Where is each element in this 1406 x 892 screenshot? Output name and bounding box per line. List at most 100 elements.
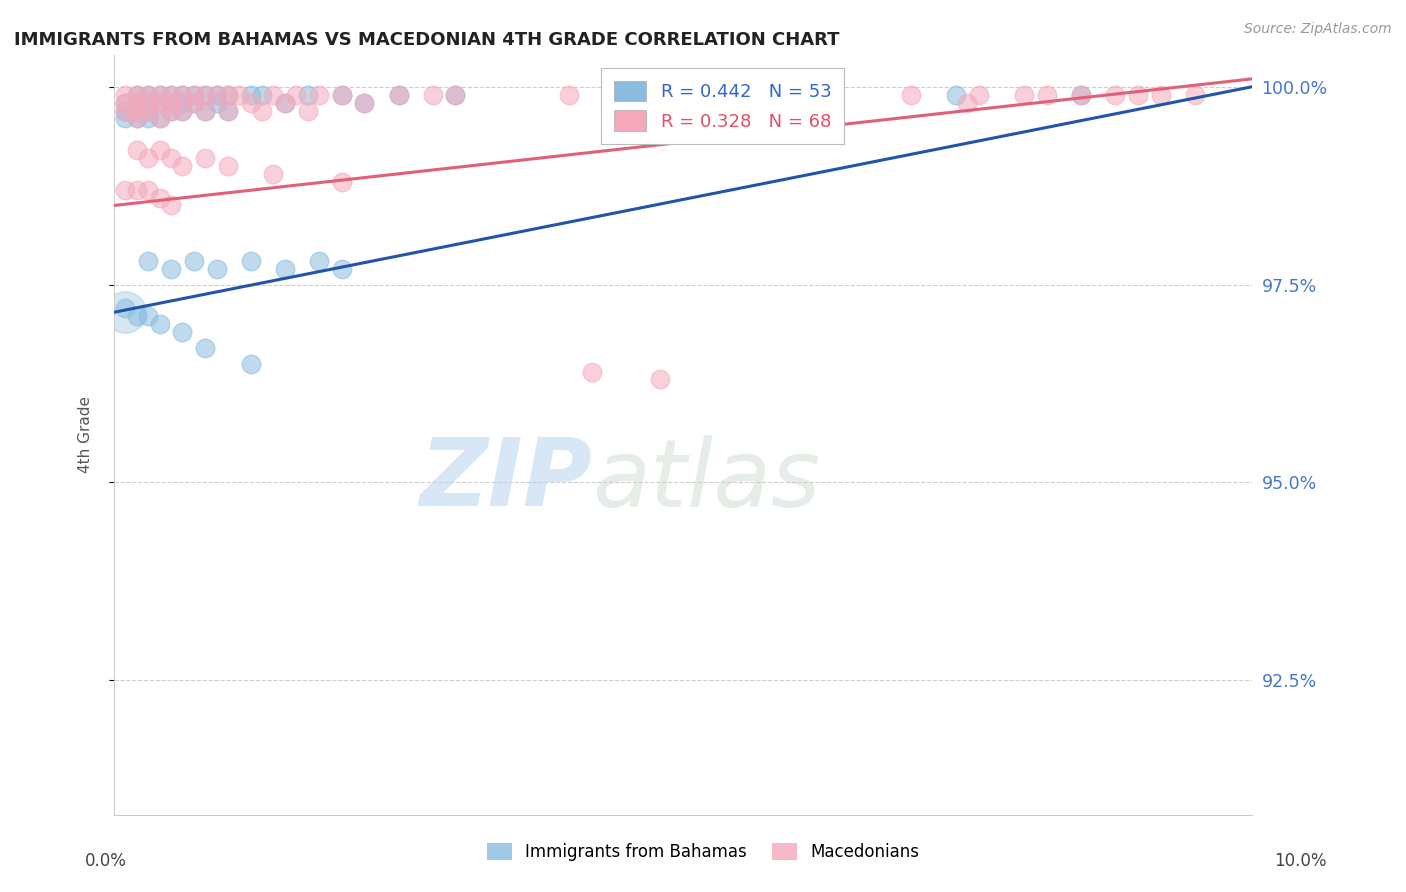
Point <box>125 103 148 118</box>
Point <box>353 95 375 110</box>
Point <box>114 95 136 110</box>
Y-axis label: 4th Grade: 4th Grade <box>79 396 93 474</box>
Point <box>330 261 353 276</box>
Point <box>136 103 159 118</box>
Point <box>183 95 205 110</box>
Point <box>160 95 183 110</box>
Point <box>125 95 148 110</box>
Point <box>581 365 603 379</box>
Point <box>217 87 239 102</box>
Point <box>967 87 990 102</box>
Point <box>125 103 148 118</box>
Point <box>945 87 967 102</box>
Point <box>205 87 228 102</box>
Point <box>125 309 148 323</box>
Point <box>136 87 159 102</box>
Point <box>205 95 228 110</box>
Point <box>956 95 979 110</box>
Point <box>1014 87 1036 102</box>
Point <box>125 143 148 157</box>
Point <box>1104 87 1126 102</box>
Point <box>1126 87 1149 102</box>
Text: Source: ZipAtlas.com: Source: ZipAtlas.com <box>1244 22 1392 37</box>
Point <box>160 261 183 276</box>
Point <box>250 103 273 118</box>
Point <box>149 190 172 204</box>
Point <box>125 183 148 197</box>
Point <box>194 87 217 102</box>
Point <box>125 112 148 126</box>
Point <box>650 372 672 386</box>
Point <box>149 143 172 157</box>
Point <box>149 112 172 126</box>
Point <box>114 87 136 102</box>
Point <box>114 103 136 118</box>
Point <box>262 87 284 102</box>
Point <box>194 151 217 165</box>
Text: 10.0%: 10.0% <box>1274 852 1327 870</box>
Point <box>274 95 297 110</box>
Point <box>1184 87 1206 102</box>
Point <box>149 95 172 110</box>
Point <box>297 103 319 118</box>
Point <box>297 87 319 102</box>
Point <box>353 95 375 110</box>
Point <box>387 87 409 102</box>
Point <box>194 103 217 118</box>
Point <box>149 317 172 331</box>
Point <box>125 87 148 102</box>
Point <box>114 183 136 197</box>
Point <box>114 301 136 316</box>
Point <box>172 103 194 118</box>
Text: atlas: atlas <box>592 435 820 526</box>
Point <box>183 87 205 102</box>
Point <box>194 103 217 118</box>
Point <box>262 167 284 181</box>
Point <box>149 95 172 110</box>
Point <box>160 198 183 212</box>
Point <box>558 87 581 102</box>
Point <box>136 95 159 110</box>
Point <box>114 305 136 319</box>
Text: IMMIGRANTS FROM BAHAMAS VS MACEDONIAN 4TH GRADE CORRELATION CHART: IMMIGRANTS FROM BAHAMAS VS MACEDONIAN 4T… <box>14 31 839 49</box>
Point <box>194 341 217 355</box>
Point <box>308 253 330 268</box>
Point <box>160 87 183 102</box>
Point <box>194 87 217 102</box>
Point <box>160 103 183 118</box>
Point <box>1070 87 1092 102</box>
Point <box>330 87 353 102</box>
Point <box>114 95 136 110</box>
Point <box>728 87 751 102</box>
Point <box>125 87 148 102</box>
Point <box>239 87 262 102</box>
Point <box>136 112 159 126</box>
Point <box>786 87 808 102</box>
Point <box>172 87 194 102</box>
Point <box>183 95 205 110</box>
Point <box>136 309 159 323</box>
Point <box>900 87 922 102</box>
Point <box>136 151 159 165</box>
Point <box>160 95 183 110</box>
Point <box>149 112 172 126</box>
Legend: Immigrants from Bahamas, Macedonians: Immigrants from Bahamas, Macedonians <box>479 836 927 868</box>
Point <box>160 87 183 102</box>
Point <box>422 87 444 102</box>
Point <box>239 253 262 268</box>
Point <box>149 87 172 102</box>
Point <box>228 87 250 102</box>
Point <box>136 253 159 268</box>
Point <box>308 87 330 102</box>
Point <box>114 103 136 118</box>
Point <box>172 95 194 110</box>
Point <box>239 95 262 110</box>
Point <box>239 357 262 371</box>
Point <box>114 112 136 126</box>
Text: 0.0%: 0.0% <box>84 852 127 870</box>
Point <box>274 261 297 276</box>
Text: ZIP: ZIP <box>419 434 592 526</box>
Point <box>149 87 172 102</box>
Point <box>217 159 239 173</box>
Point <box>183 87 205 102</box>
